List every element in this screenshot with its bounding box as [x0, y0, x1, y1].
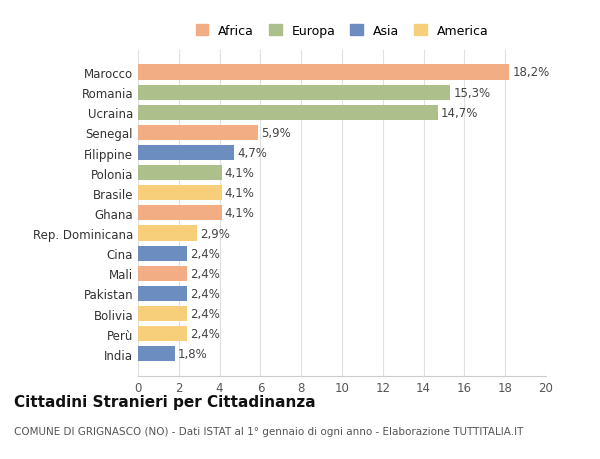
Bar	[138, 266, 187, 281]
Bar	[138, 326, 187, 341]
Legend: Africa, Europa, Asia, America: Africa, Europa, Asia, America	[192, 21, 492, 41]
Bar	[138, 347, 175, 362]
Text: 4,7%: 4,7%	[237, 147, 267, 160]
Text: 4,1%: 4,1%	[224, 187, 254, 200]
Text: COMUNE DI GRIGNASCO (NO) - Dati ISTAT al 1° gennaio di ogni anno - Elaborazione : COMUNE DI GRIGNASCO (NO) - Dati ISTAT al…	[14, 426, 523, 436]
Bar	[138, 166, 221, 181]
Bar	[138, 146, 234, 161]
Text: 14,7%: 14,7%	[441, 106, 478, 119]
Text: 15,3%: 15,3%	[453, 86, 490, 100]
Text: Cittadini Stranieri per Cittadinanza: Cittadini Stranieri per Cittadinanza	[14, 394, 316, 409]
Bar	[138, 65, 509, 80]
Text: 2,4%: 2,4%	[190, 267, 220, 280]
Bar	[138, 126, 259, 140]
Bar	[138, 246, 187, 261]
Text: 2,4%: 2,4%	[190, 287, 220, 300]
Text: 2,4%: 2,4%	[190, 327, 220, 341]
Text: 2,4%: 2,4%	[190, 308, 220, 320]
Text: 18,2%: 18,2%	[512, 67, 550, 79]
Text: 4,1%: 4,1%	[224, 167, 254, 180]
Bar	[138, 306, 187, 321]
Text: 4,1%: 4,1%	[224, 207, 254, 220]
Text: 5,9%: 5,9%	[262, 127, 291, 140]
Bar	[138, 106, 438, 121]
Bar	[138, 286, 187, 301]
Bar	[138, 186, 221, 201]
Text: 1,8%: 1,8%	[178, 347, 208, 360]
Bar	[138, 226, 197, 241]
Bar	[138, 206, 221, 221]
Bar	[138, 85, 450, 101]
Text: 2,9%: 2,9%	[200, 227, 230, 240]
Text: 2,4%: 2,4%	[190, 247, 220, 260]
